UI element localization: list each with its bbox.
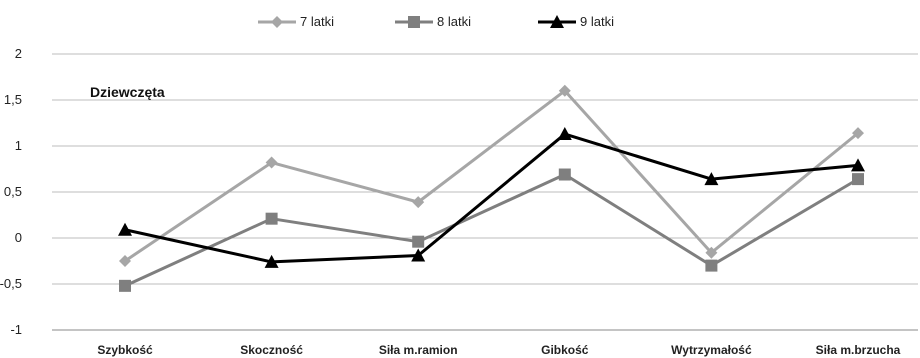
data-point xyxy=(704,172,719,186)
series-line xyxy=(124,89,859,263)
data-point xyxy=(558,84,571,97)
legend-entry: 7 latki xyxy=(258,14,334,29)
data-point xyxy=(558,168,571,181)
x-tick-label: Szybkość xyxy=(97,343,153,357)
chart-annotation: Dziewczęta xyxy=(90,84,165,100)
data-point xyxy=(412,235,425,248)
data-point xyxy=(411,248,426,262)
y-tick-label: 0,5 xyxy=(4,184,22,199)
series-line xyxy=(124,132,859,264)
legend-label: 7 latki xyxy=(300,14,334,29)
series-lines xyxy=(118,84,865,292)
y-tick-label: 1 xyxy=(15,138,22,153)
data-point xyxy=(119,279,131,292)
series-2 xyxy=(119,168,864,292)
y-tick-label: -0,5 xyxy=(0,276,22,291)
data-point xyxy=(412,196,425,209)
legend-marker xyxy=(271,16,283,28)
data-point xyxy=(265,212,278,225)
x-tick-label: Siła m.brzucha xyxy=(816,343,901,357)
data-point xyxy=(557,127,572,141)
data-point xyxy=(705,246,718,259)
x-axis: Szybkość Skoczność Siła m.ramion Gibkość Wyt… xyxy=(52,329,918,357)
legend-marker xyxy=(408,16,420,28)
data-point xyxy=(119,255,131,267)
legend-label: 9 latki xyxy=(580,14,614,29)
y-tick-label: -1 xyxy=(10,322,22,337)
series-3 xyxy=(118,127,865,268)
legend-marker xyxy=(550,15,564,28)
data-point xyxy=(851,158,865,172)
legend-entry: 9 latki xyxy=(538,14,614,29)
series-1 xyxy=(119,84,864,267)
x-tick-label: Wytrzymałość xyxy=(671,343,752,357)
data-point xyxy=(705,259,718,272)
data-point xyxy=(118,222,132,236)
x-tick-label: Gibkość xyxy=(541,343,589,357)
data-point xyxy=(264,254,279,268)
legend: 7 latki 8 latki 9 latki xyxy=(258,14,614,29)
y-tick-label: 1,5 xyxy=(4,92,22,107)
x-tick-label: Siła m.ramion xyxy=(379,343,458,357)
data-point xyxy=(265,156,278,169)
gridlines xyxy=(52,53,918,331)
legend-label: 8 latki xyxy=(437,14,471,29)
y-tick-label: 2 xyxy=(15,46,22,61)
data-point xyxy=(852,127,864,140)
x-tick-label: Skoczność xyxy=(240,343,303,357)
legend-entry: 8 latki xyxy=(395,14,471,29)
data-point xyxy=(852,173,864,186)
y-axis: -1 -0,5 0 0,5 1 1,5 2 xyxy=(0,46,22,337)
y-tick-label: 0 xyxy=(15,230,22,245)
series-line xyxy=(124,173,859,288)
